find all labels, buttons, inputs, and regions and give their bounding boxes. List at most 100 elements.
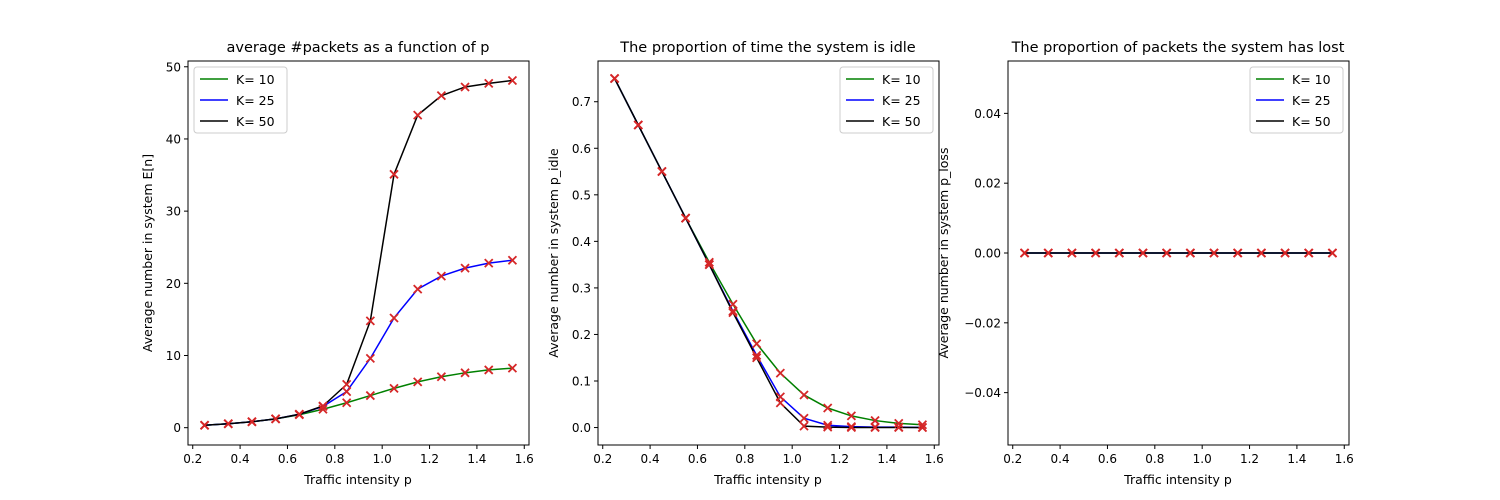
data-point-marker bbox=[436, 91, 447, 101]
data-point-marker bbox=[1327, 248, 1338, 258]
data-point-marker bbox=[680, 213, 691, 223]
x-tick-label: 0.8 bbox=[325, 452, 344, 466]
data-point-marker bbox=[342, 398, 352, 408]
legend-label-k25: K= 25 bbox=[236, 93, 275, 108]
chart-panel-avg-packets: average #packets as a function of p Traf… bbox=[140, 40, 534, 487]
data-point-marker bbox=[799, 413, 809, 423]
data-point-marker bbox=[775, 398, 785, 408]
x-tick-label: 1.0 bbox=[783, 452, 802, 466]
data-point-marker bbox=[633, 120, 643, 130]
data-point-marker bbox=[460, 368, 470, 378]
data-point-marker bbox=[460, 82, 470, 92]
data-point-marker bbox=[846, 422, 857, 433]
data-point-marker bbox=[799, 421, 809, 431]
data-point-marker bbox=[507, 255, 518, 265]
x-tick-label: 1.4 bbox=[467, 452, 486, 466]
y-axis-label: Average number in system p_loss bbox=[936, 148, 951, 359]
data-point-marker bbox=[484, 365, 494, 375]
x-axis-label: Traffic intensity p bbox=[713, 472, 822, 487]
legend: K= 10 K= 25 K= 50 bbox=[193, 66, 288, 134]
data-point-marker bbox=[728, 307, 738, 318]
data-point-marker bbox=[752, 350, 762, 361]
data-point-marker bbox=[199, 420, 210, 430]
data-point-marker bbox=[1162, 248, 1172, 258]
data-point-marker bbox=[507, 363, 518, 373]
x-tick-label: 1.4 bbox=[877, 452, 896, 466]
x-axis-label: Traffic intensity p bbox=[1123, 472, 1232, 487]
data-point-marker bbox=[413, 377, 423, 387]
y-tick-label: 10 bbox=[166, 349, 181, 363]
legend-label-k25: K= 25 bbox=[882, 93, 921, 108]
y-tick-label: 0.1 bbox=[572, 375, 591, 389]
data-point-marker bbox=[507, 75, 518, 86]
x-axis-label: Traffic intensity p bbox=[303, 472, 412, 487]
data-point-marker bbox=[775, 368, 785, 378]
data-point-marker bbox=[917, 420, 928, 430]
series-line-k50 bbox=[204, 79, 513, 427]
legend-box bbox=[839, 66, 934, 134]
data-point-marker bbox=[436, 271, 447, 281]
x-tick-label: 0.4 bbox=[1051, 452, 1070, 466]
legend-label-k10: K= 10 bbox=[1292, 72, 1331, 87]
data-point-marker bbox=[609, 73, 620, 84]
data-point-marker bbox=[413, 110, 423, 120]
chart-title: The proportion of packets the system has… bbox=[1011, 40, 1345, 56]
legend-label-k10: K= 10 bbox=[236, 72, 275, 87]
data-point-marker bbox=[223, 419, 233, 429]
y-tick-label: 0.04 bbox=[974, 107, 1001, 121]
data-point-marker bbox=[752, 353, 762, 363]
axis-ticks: 0.2 0.4 0.6 0.8 1.0 1.2 1.4 1.6 0 10 20 30 40 50 bbox=[166, 60, 534, 466]
data-point-marker bbox=[365, 353, 375, 364]
data-point-marker bbox=[389, 169, 399, 179]
series-line-k10 bbox=[204, 367, 513, 427]
data-point-marker bbox=[1280, 248, 1290, 258]
data-point-marker bbox=[247, 417, 257, 427]
x-tick-label: 0.2 bbox=[593, 452, 612, 466]
series-lines bbox=[204, 79, 513, 427]
chart-title: average #packets as a function of p bbox=[226, 40, 489, 56]
data-point-marker bbox=[342, 379, 352, 390]
legend: K= 10 K= 25 K= 50 bbox=[1249, 66, 1344, 134]
x-tick-label: 0.8 bbox=[735, 452, 754, 466]
data-point-marker bbox=[752, 339, 762, 349]
data-point-marker bbox=[894, 422, 904, 433]
legend-label-k50: K= 50 bbox=[882, 114, 921, 129]
data-markers bbox=[1019, 248, 1338, 258]
x-tick-label: 0.4 bbox=[641, 452, 660, 466]
y-tick-label: 0.00 bbox=[974, 247, 1001, 261]
legend-label-k50: K= 50 bbox=[1292, 114, 1331, 129]
data-point-marker bbox=[704, 259, 714, 270]
legend-label-k50: K= 50 bbox=[236, 114, 275, 129]
series-line-k50 bbox=[613, 78, 923, 429]
data-point-marker bbox=[1114, 248, 1124, 258]
data-point-marker bbox=[365, 316, 375, 326]
data-point-marker bbox=[823, 403, 833, 413]
x-tick-label: 0.6 bbox=[1098, 452, 1117, 466]
y-tick-label: −0.04 bbox=[964, 386, 1001, 400]
legend-label-k25: K= 25 bbox=[1292, 93, 1331, 108]
data-point-marker bbox=[318, 401, 328, 411]
data-point-marker bbox=[460, 263, 470, 273]
y-tick-label: 0.3 bbox=[572, 281, 591, 295]
data-point-marker bbox=[728, 299, 738, 309]
plot-frame bbox=[187, 60, 530, 446]
y-tick-label: 0.0 bbox=[572, 421, 591, 435]
data-point-marker bbox=[846, 411, 857, 421]
data-point-marker bbox=[1090, 248, 1101, 258]
x-tick-label: 1.2 bbox=[1240, 452, 1259, 466]
y-axis-label: Average number in system E[n] bbox=[140, 154, 155, 352]
legend: K= 10 K= 25 K= 50 bbox=[839, 66, 934, 134]
y-tick-label: 0.7 bbox=[572, 95, 591, 109]
data-point-marker bbox=[728, 306, 738, 316]
x-tick-label: 1.2 bbox=[420, 452, 439, 466]
data-point-marker bbox=[823, 420, 833, 430]
y-axis-label: Average number in system p_idle bbox=[546, 148, 561, 358]
y-tick-label: 0.6 bbox=[572, 142, 591, 156]
y-tick-label: 0.02 bbox=[974, 177, 1001, 191]
data-point-marker bbox=[365, 390, 375, 401]
data-point-marker bbox=[1043, 248, 1053, 258]
data-point-marker bbox=[389, 313, 399, 323]
data-point-marker bbox=[1256, 248, 1267, 258]
data-point-marker bbox=[704, 257, 714, 267]
